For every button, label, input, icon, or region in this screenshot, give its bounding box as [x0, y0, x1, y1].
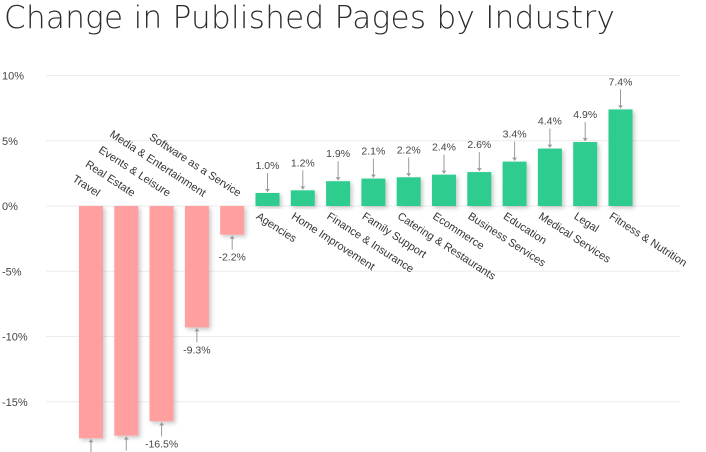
labels: 10%5%0%-5%-10%-15%-17.8%Travel-17.6%Real…	[2, 71, 689, 452]
bar	[220, 206, 245, 235]
bar	[79, 206, 103, 439]
y-tick-label: -5%	[2, 266, 22, 278]
value-label: 2.1%	[361, 146, 385, 158]
leader-arrow	[547, 144, 553, 148]
bar	[255, 192, 280, 206]
leader-arrow	[194, 328, 200, 332]
bar	[396, 177, 421, 206]
value-label: 2.2%	[397, 144, 421, 156]
y-tick-label: 0%	[2, 201, 18, 213]
bar	[573, 142, 598, 206]
leader-arrow	[265, 188, 270, 192]
bar	[608, 109, 633, 206]
bar	[184, 206, 209, 328]
bar	[149, 206, 174, 422]
leader-arrow	[370, 174, 376, 178]
bar	[467, 172, 492, 206]
value-label: -9.3%	[183, 344, 210, 356]
value-label: -16.5%	[145, 438, 178, 450]
y-tick-label: -15%	[2, 397, 28, 409]
bar	[114, 206, 139, 436]
value-label: 2.6%	[467, 139, 491, 151]
leader-arrow	[88, 439, 94, 443]
leader-arrow	[441, 170, 447, 174]
value-label: 7.4%	[609, 76, 633, 88]
leader-arrow	[476, 168, 482, 172]
bar	[326, 181, 351, 206]
chart-title: Change in Published Pages by Industry	[4, 0, 616, 36]
leader-arrow	[159, 422, 165, 426]
bar	[361, 178, 386, 206]
y-tick-label: -10%	[2, 332, 28, 344]
value-label: 3.4%	[503, 129, 527, 141]
leader-arrow	[300, 186, 306, 190]
category-label: Fitness & Nutrition	[607, 210, 689, 269]
bar	[290, 190, 315, 206]
value-label: -2.2%	[218, 252, 245, 264]
value-label: 1.2%	[291, 157, 315, 169]
bar	[537, 148, 562, 206]
leader-arrow	[229, 235, 235, 239]
leader-arrow	[618, 105, 623, 109]
value-label: 1.9%	[326, 148, 350, 160]
value-label: 1.0%	[256, 160, 280, 172]
bars	[79, 109, 633, 439]
bar	[432, 174, 456, 206]
value-label: 4.9%	[573, 109, 597, 121]
leader-arrow	[123, 436, 129, 440]
y-tick-label: 10%	[2, 71, 24, 83]
leader-arrow	[335, 177, 341, 181]
value-label: 2.4%	[432, 142, 456, 154]
leader-arrow	[406, 173, 412, 177]
y-tick-label: 5%	[2, 136, 18, 148]
leader-arrow	[582, 138, 588, 142]
bar	[502, 161, 527, 206]
value-label: 4.4%	[538, 116, 562, 128]
leader-arrow	[512, 157, 518, 161]
